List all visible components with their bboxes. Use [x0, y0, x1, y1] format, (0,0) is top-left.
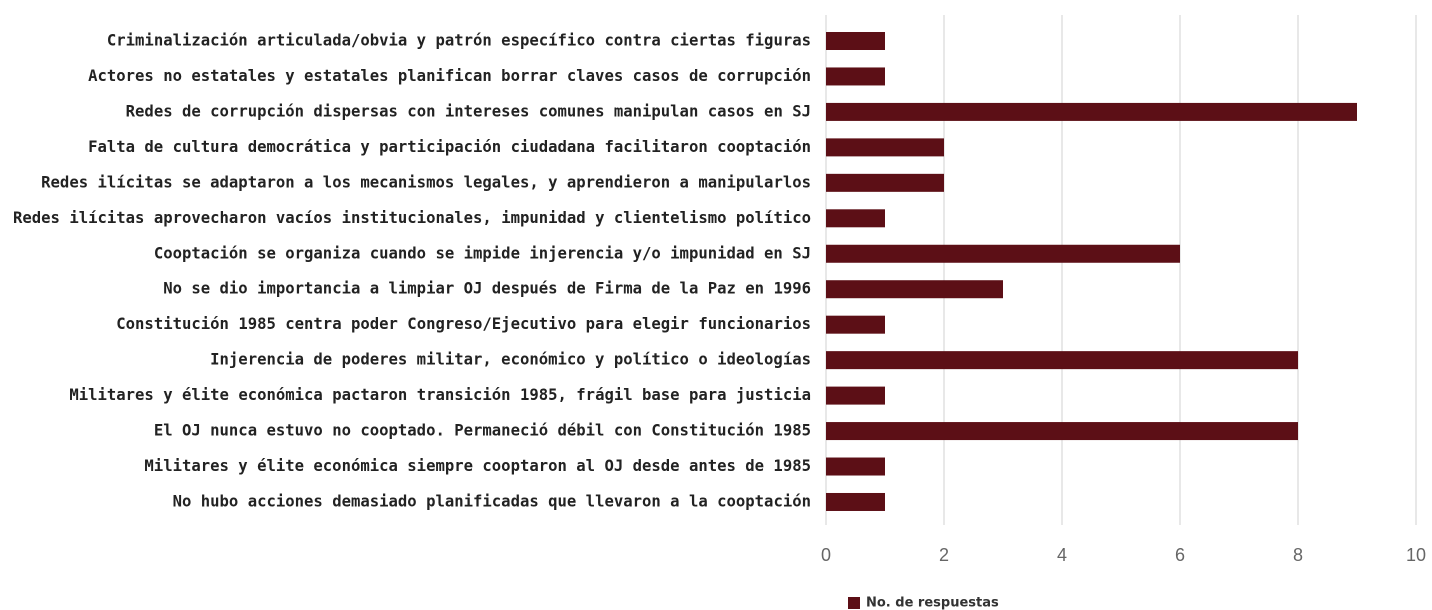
x-tick-label: 10 — [1406, 545, 1426, 565]
bar — [826, 138, 944, 157]
x-tick-label: 0 — [821, 545, 831, 565]
y-tick-label: Constitución 1985 centra poder Congreso/… — [116, 315, 811, 333]
y-tick-label: Falta de cultura democrática y participa… — [88, 138, 811, 156]
y-tick-label: Redes de corrupción dispersas con intere… — [126, 102, 811, 120]
bar — [826, 280, 1003, 299]
bar — [826, 244, 1180, 263]
y-tick-label: Redes ilícitas aprovecharon vacíos insti… — [13, 209, 811, 227]
bar — [826, 351, 1298, 370]
bar — [826, 422, 1298, 441]
y-tick-label: Actores no estatales y estatales planifi… — [88, 67, 811, 85]
y-tick-label: Injerencia de poderes militar, económico… — [210, 351, 811, 369]
bar — [826, 102, 1357, 121]
bar — [826, 173, 944, 192]
legend-label: No. de respuestas — [866, 596, 999, 610]
bar — [826, 209, 885, 228]
y-tick-label: Redes ilícitas se adaptaron a los mecani… — [41, 173, 811, 191]
y-tick-label: No hubo acciones demasiado planificadas … — [173, 492, 811, 510]
x-tick-label: 8 — [1293, 545, 1303, 565]
x-tick-label: 4 — [1057, 545, 1067, 565]
bar — [826, 492, 885, 511]
y-tick-label: Militares y élite económica pactaron tra… — [69, 386, 811, 404]
bar — [826, 32, 885, 50]
legend-swatch — [848, 597, 860, 609]
bar — [826, 67, 885, 86]
y-tick-label: No se dio importancia a limpiar OJ despu… — [163, 280, 811, 298]
y-tick-label: Militares y élite económica siempre coop… — [144, 457, 811, 475]
bar — [826, 315, 885, 334]
bar — [826, 457, 885, 476]
x-tick-label: 2 — [939, 545, 949, 565]
y-tick-label: El OJ nunca estuvo no cooptado. Permanec… — [154, 422, 811, 440]
y-tick-label: Criminalización articulada/obvia y patró… — [107, 32, 811, 50]
x-tick-label: 6 — [1175, 545, 1185, 565]
bar — [826, 386, 885, 405]
y-tick-label: Cooptación se organiza cuando se impide … — [154, 244, 811, 262]
